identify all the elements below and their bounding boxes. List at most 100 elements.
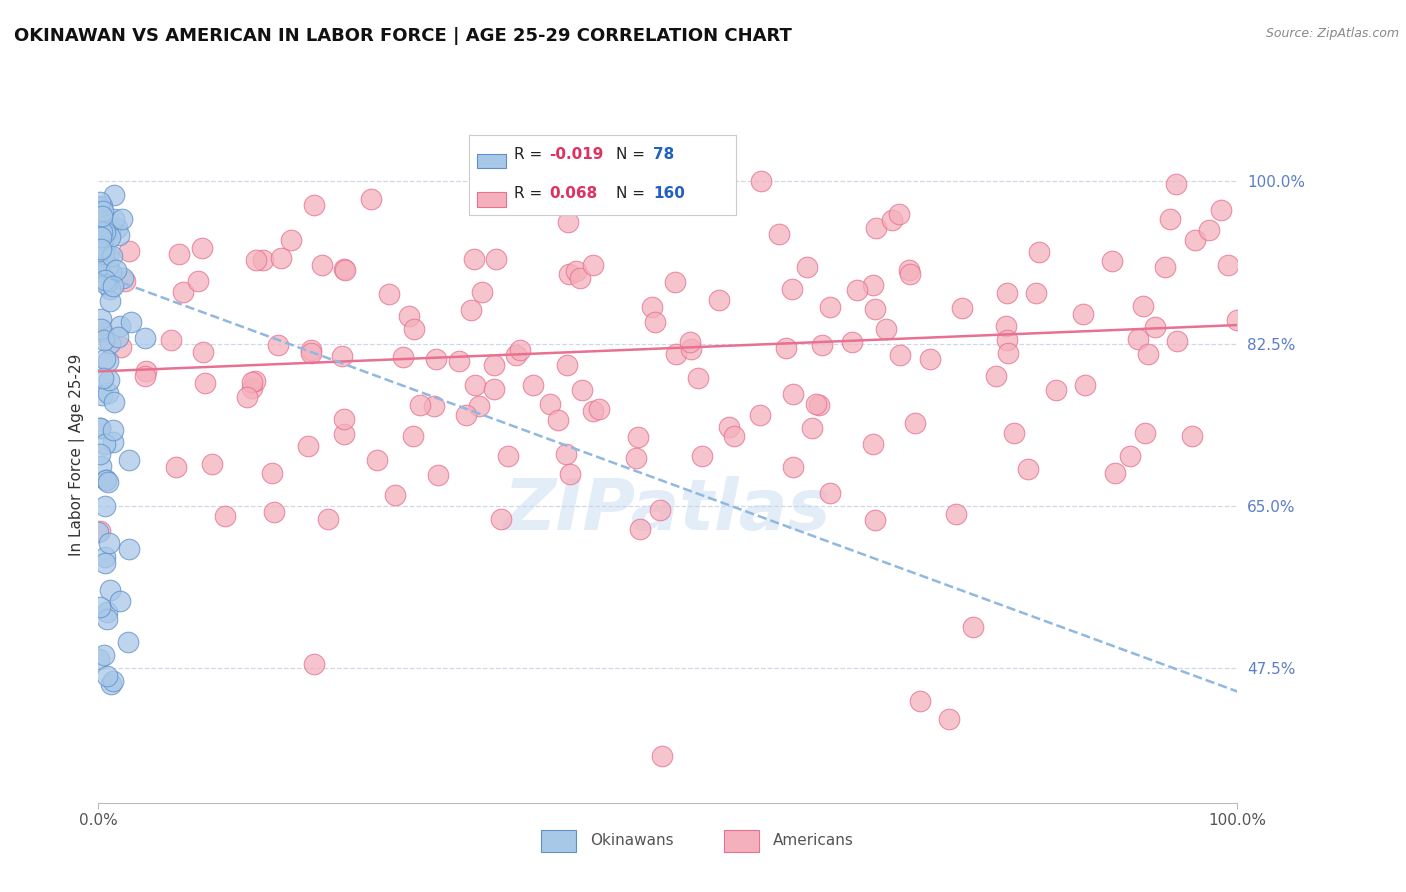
Point (270, 252, 292, 266)
Point (93, 648, 115, 662)
Point (463, 252, 485, 267)
Point (134, 369, 156, 384)
Point (110, 594, 132, 608)
Point (87, 524, 110, 539)
Point (1216, 258, 1239, 272)
Point (627, 430, 650, 444)
Point (1136, 347, 1159, 361)
Point (97, 249, 120, 263)
Point (89, 200, 111, 214)
Point (89, 264, 111, 278)
Point (263, 506, 285, 520)
Point (723, 429, 745, 443)
Text: OKINAWAN VS AMERICAN IN LABOR FORCE | AGE 25-29 CORRELATION CHART: OKINAWAN VS AMERICAN IN LABOR FORCE | AG… (14, 27, 792, 45)
Point (679, 342, 702, 356)
Point (862, 437, 884, 451)
Point (360, 192, 382, 206)
Point (316, 511, 339, 525)
Point (101, 434, 124, 449)
Point (950, 301, 973, 316)
Point (709, 293, 731, 307)
Point (804, 397, 827, 411)
Point (333, 262, 356, 277)
Point (93, 333, 115, 347)
Point (252, 253, 274, 268)
Point (875, 322, 897, 336)
Point (865, 301, 887, 316)
Point (801, 421, 824, 435)
Point (330, 349, 353, 363)
Point (103, 187, 125, 202)
Text: Okinawans: Okinawans (591, 833, 673, 848)
Point (1028, 244, 1050, 259)
Point (648, 502, 671, 516)
Point (775, 341, 797, 355)
Point (945, 508, 967, 522)
Point (846, 283, 869, 297)
Point (810, 338, 832, 352)
Point (240, 376, 263, 390)
Y-axis label: In Labor Force | Age 25-29: In Labor Force | Age 25-29 (69, 354, 84, 556)
Point (90, 312, 112, 326)
Point (384, 488, 406, 502)
Point (1166, 177, 1188, 191)
Point (401, 429, 423, 443)
Point (582, 258, 605, 272)
Point (402, 322, 425, 336)
Point (995, 286, 1018, 301)
Point (409, 398, 432, 412)
Point (311, 258, 333, 272)
Point (89, 194, 111, 209)
Point (89, 223, 111, 237)
Point (509, 343, 531, 357)
Point (557, 214, 579, 228)
Point (471, 285, 494, 299)
Point (427, 467, 450, 482)
Point (582, 404, 605, 418)
Point (97, 259, 120, 273)
Point (749, 174, 772, 188)
Point (97, 373, 120, 387)
Point (93, 247, 115, 261)
Point (103, 395, 125, 409)
Point (920, 351, 942, 366)
Point (100, 677, 122, 691)
Point (94, 225, 117, 239)
Point (628, 522, 651, 536)
Point (558, 467, 581, 481)
Point (96, 605, 118, 619)
Point (108, 227, 131, 242)
Point (89, 458, 111, 473)
Point (782, 460, 804, 475)
Point (808, 398, 831, 412)
Point (105, 220, 128, 235)
Point (302, 198, 325, 212)
Point (718, 420, 741, 434)
Point (641, 300, 664, 314)
Point (87, 242, 110, 256)
Point (482, 358, 505, 372)
Point (299, 343, 322, 358)
Point (565, 264, 588, 278)
Point (98, 293, 121, 308)
Point (425, 352, 447, 367)
Point (91, 199, 114, 213)
Point (995, 333, 1018, 347)
Point (91, 325, 114, 339)
Point (1073, 378, 1095, 392)
Point (89, 524, 111, 538)
Point (280, 233, 302, 247)
Point (1118, 449, 1140, 463)
Point (91, 370, 114, 384)
Text: ZIPatlas: ZIPatlas (505, 476, 831, 545)
Point (1017, 462, 1039, 476)
Text: Source: ZipAtlas.com: Source: ZipAtlas.com (1265, 27, 1399, 40)
Point (97, 354, 120, 368)
Point (87, 260, 110, 274)
Point (423, 399, 446, 413)
Point (938, 712, 960, 726)
Point (651, 749, 673, 764)
Point (118, 453, 141, 467)
Point (235, 390, 257, 404)
Point (160, 333, 183, 347)
